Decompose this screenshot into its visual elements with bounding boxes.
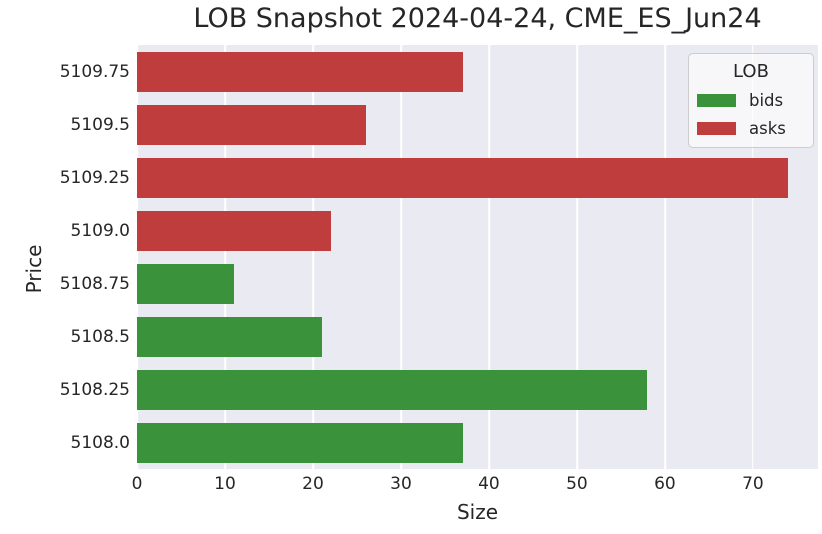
bar-bids-5108.75 bbox=[137, 263, 234, 304]
gridline bbox=[576, 45, 578, 469]
gridline bbox=[312, 45, 314, 469]
y-tick-label: 5109.5 bbox=[70, 114, 130, 135]
x-axis-label: Size bbox=[456, 500, 499, 524]
legend-swatch-asks bbox=[697, 121, 736, 135]
y-tick-label: 5109.75 bbox=[59, 61, 130, 82]
legend-title: LOB bbox=[733, 61, 769, 82]
x-tick-label: 0 bbox=[131, 474, 143, 494]
chart-title: LOB Snapshot 2024-04-24, CME_ES_Jun24 bbox=[193, 3, 762, 34]
bar-bids-5108.25 bbox=[137, 369, 648, 410]
x-axis: 0 10 20 30 40 50 60 70 bbox=[132, 474, 818, 498]
legend: LOB bids asks bbox=[688, 53, 814, 148]
legend-label: bids bbox=[749, 90, 784, 110]
bar-row bbox=[137, 98, 818, 151]
legend-entry-bids: bids bbox=[697, 90, 805, 110]
x-tick-label: 20 bbox=[302, 474, 324, 494]
y-tick-label: 5108.0 bbox=[70, 432, 130, 453]
x-tick-label: 30 bbox=[390, 474, 412, 494]
x-tick-label: 10 bbox=[214, 474, 236, 494]
legend-swatch-bids bbox=[697, 93, 736, 107]
bar-row bbox=[137, 204, 818, 257]
bar-row bbox=[137, 151, 818, 204]
gridline bbox=[224, 45, 226, 469]
bar-rows bbox=[137, 45, 818, 469]
legend-entries: bids asks bbox=[697, 90, 805, 138]
gridline bbox=[488, 45, 490, 469]
x-tick-label: 70 bbox=[742, 474, 764, 494]
y-tick-label: 5108.5 bbox=[70, 326, 130, 347]
y-tick-label: 5108.25 bbox=[59, 379, 130, 400]
gridline bbox=[752, 45, 754, 469]
bar-row bbox=[137, 363, 818, 416]
gridline bbox=[136, 45, 138, 469]
bar-row bbox=[137, 257, 818, 310]
gridline bbox=[400, 45, 402, 469]
bar-asks-5109.25 bbox=[137, 157, 789, 198]
y-tick-label: 5108.75 bbox=[59, 273, 130, 294]
x-tick-label: 60 bbox=[654, 474, 676, 494]
bar-bids-5108.0 bbox=[137, 422, 463, 463]
bar-row bbox=[137, 45, 818, 98]
bar-row bbox=[137, 416, 818, 469]
y-tick-label: 5109.0 bbox=[70, 220, 130, 241]
x-tick-label: 50 bbox=[566, 474, 588, 494]
x-tick-label: 40 bbox=[478, 474, 500, 494]
bar-bids-5108.5 bbox=[137, 316, 322, 357]
bar-asks-5109.0 bbox=[137, 210, 331, 251]
bar-asks-5109.5 bbox=[137, 104, 366, 145]
legend-entry-asks: asks bbox=[697, 118, 805, 138]
y-tick-label: 5109.25 bbox=[59, 167, 130, 188]
bar-asks-5109.75 bbox=[137, 51, 463, 92]
legend-label: asks bbox=[749, 118, 786, 138]
plot-area: LOB bids asks bbox=[136, 45, 818, 469]
gridline bbox=[664, 45, 666, 469]
y-axis: 5109.75 5109.5 5109.25 5109.0 5108.75 5108.5 5… bbox=[0, 45, 130, 469]
bar-row bbox=[137, 310, 818, 363]
